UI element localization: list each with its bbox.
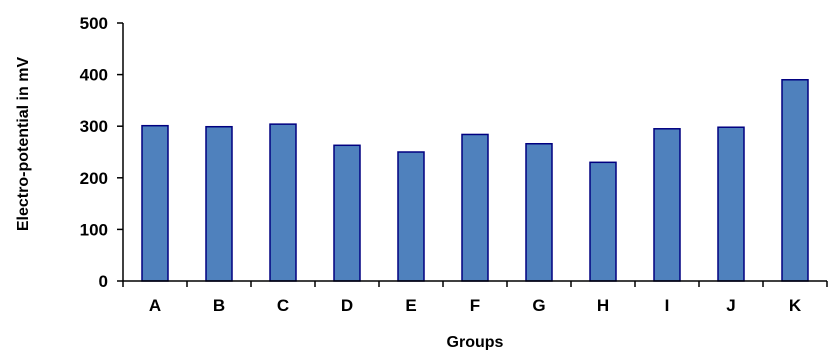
x-category-label: A	[149, 296, 161, 315]
bar-g	[525, 142, 553, 282]
x-category-label: F	[470, 296, 480, 315]
y-tick-label: 100	[80, 220, 108, 239]
y-tick-label: 400	[80, 66, 108, 85]
bars	[141, 79, 809, 282]
y-tick-label: 0	[99, 272, 108, 291]
bar-j	[717, 126, 745, 282]
y-axis-tick-labels: 0 100 200 300 400 500	[80, 14, 108, 291]
bar-e	[397, 151, 425, 282]
y-axis-ticks	[117, 22, 123, 282]
x-category-label: C	[277, 296, 289, 315]
x-category-label: J	[726, 296, 735, 315]
y-axis-title: Electro-potential in mV	[15, 57, 32, 232]
x-category-label: D	[341, 296, 353, 315]
x-axis-category-labels: A B C D E F G H I J K	[149, 296, 802, 315]
bar-k	[781, 79, 809, 282]
x-category-label: I	[665, 296, 670, 315]
x-axis-title: Groups	[447, 334, 504, 350]
x-category-label: E	[405, 296, 416, 315]
bar-h	[589, 161, 617, 282]
x-category-label: K	[789, 296, 802, 315]
x-category-label: B	[213, 296, 225, 315]
y-tick-label: 300	[80, 117, 108, 136]
x-category-label: G	[532, 296, 545, 315]
bar-i	[653, 128, 681, 282]
x-category-label: H	[597, 296, 609, 315]
bar-a	[141, 124, 169, 282]
bar-b	[205, 125, 233, 282]
bar-f	[461, 133, 489, 282]
y-tick-label: 500	[80, 14, 108, 33]
bar-d	[333, 144, 361, 282]
x-axis-ticks	[122, 281, 828, 287]
bar-c	[269, 123, 297, 282]
y-tick-label: 200	[80, 169, 108, 188]
